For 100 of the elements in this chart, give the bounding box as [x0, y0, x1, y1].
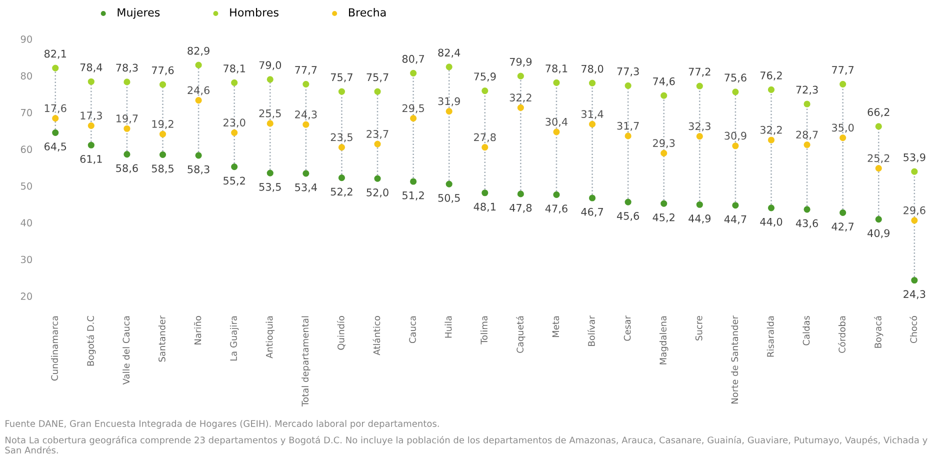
- point: [231, 129, 238, 136]
- data-label: 77,6: [152, 66, 174, 76]
- annotation: 19,2: [152, 120, 174, 129]
- point: [768, 136, 775, 144]
- point: [446, 180, 452, 188]
- data-label: 61,1: [80, 155, 102, 164]
- point: [840, 80, 846, 88]
- x-tick-label: Risaralda: [766, 316, 774, 357]
- x-tick-label: Huila: [444, 316, 452, 338]
- data-label: 82,1: [44, 50, 66, 59]
- data-label: 40,9: [868, 229, 890, 238]
- point: [840, 209, 846, 216]
- point: [88, 122, 94, 129]
- point: [588, 120, 596, 128]
- point: [732, 202, 739, 209]
- annotation: 23,0: [224, 118, 246, 128]
- x-tick-label: Magdalena: [659, 316, 668, 364]
- point: [88, 78, 94, 85]
- point: [804, 141, 810, 148]
- text: Nota La cobertura geográfica comprende 23 departamentos y Bogotá D.C. No incluye la población de los departamentos de Amazonas, Arauca, Casanare, Guainía, Guaviare, Putumayo, Vaupés, Vichada y San Andrés.: [5, 436, 928, 454]
- x-tick-label: Caquetá: [516, 316, 526, 353]
- annotation: 29,6: [904, 206, 926, 216]
- point: [124, 151, 130, 158]
- point: [302, 121, 310, 128]
- data-label: 58,5: [152, 164, 174, 174]
- data-label: 55,2: [224, 176, 245, 186]
- data-label: 64,5: [44, 142, 66, 152]
- data-label: 82,4: [438, 48, 460, 58]
- data-label: 47,6: [545, 204, 568, 214]
- data-label: 53,4: [295, 183, 317, 192]
- data-label: 58,6: [116, 164, 138, 174]
- legend-label: Brecha: [349, 8, 386, 17]
- annotation: 29,3: [653, 139, 675, 148]
- point: [482, 87, 488, 94]
- point: [195, 97, 202, 104]
- point: [446, 108, 452, 115]
- point: [266, 120, 274, 127]
- source-note: Fuente DANE, Gran Encuesta Integrada de Hogares (GEIH). Mercado laboral por departamentos.: [6, 420, 439, 429]
- point: [768, 204, 775, 212]
- data-label: 43,6: [796, 219, 818, 228]
- point: [911, 168, 918, 175]
- x-tick-label: Total departamental: [302, 316, 310, 406]
- data-label: 77,7: [295, 66, 317, 75]
- annotation: 31,4: [581, 110, 604, 120]
- data-label: 78,1: [224, 64, 245, 74]
- data-label: 44,9: [688, 214, 711, 224]
- point: [266, 76, 274, 83]
- point: [553, 128, 560, 136]
- point: [588, 194, 596, 202]
- annotation: 32,2: [760, 126, 782, 135]
- point: [660, 200, 668, 207]
- x-tick-label: Norte de Santander: [731, 316, 738, 404]
- legend-label: Hombres: [230, 8, 278, 17]
- point: [410, 178, 417, 185]
- x-tick-label: Nariño: [194, 316, 202, 344]
- point: [696, 133, 703, 140]
- annotation: 35,0: [832, 124, 854, 133]
- point: [266, 170, 274, 176]
- point: [195, 62, 202, 68]
- data-label: 77,7: [832, 66, 854, 75]
- y-tick-label: 70: [21, 108, 32, 116]
- point: [159, 151, 166, 158]
- data-label: 50,5: [438, 194, 460, 203]
- point: [231, 79, 238, 86]
- x-tick-label: Atlántico: [372, 316, 380, 356]
- point: [338, 144, 346, 151]
- x-tick-label: Antioquia: [266, 316, 275, 358]
- point: [696, 201, 703, 208]
- x-tick-label: Meta: [552, 316, 560, 338]
- data-label: 78,4: [80, 63, 102, 72]
- point: [159, 81, 166, 88]
- annotation: 28,7: [796, 130, 818, 140]
- x-tick-label: Córdoba: [838, 316, 846, 353]
- annotation: 30,4: [546, 118, 568, 127]
- point: [124, 78, 130, 86]
- data-label: 51,2: [402, 191, 424, 200]
- data-label: 78,3: [116, 64, 138, 73]
- annotation: 27,8: [474, 133, 496, 142]
- data-label: 75,9: [474, 72, 496, 82]
- x-tick-label: Tolima: [480, 316, 488, 344]
- point: [52, 129, 59, 136]
- annotation: 24,3: [295, 110, 317, 120]
- point: [374, 88, 381, 95]
- data-label: 44,0: [760, 218, 782, 227]
- x-tick-label: Cesar: [624, 316, 631, 341]
- data-label: 77,2: [688, 68, 710, 77]
- data-label: 75,7: [330, 73, 352, 82]
- x-tick-label: Bogotá D.C: [86, 316, 96, 366]
- x-tick-label: Bolívar: [588, 316, 595, 346]
- annotation: 32,3: [688, 122, 710, 132]
- x-tick-label: Caldas: [802, 316, 810, 346]
- point: [159, 130, 166, 138]
- data-label: 77,3: [617, 67, 639, 76]
- data-label: 46,7: [581, 208, 603, 217]
- point: [338, 88, 346, 95]
- point: [768, 86, 775, 93]
- x-tick-label: Boyacá: [874, 316, 884, 348]
- x-tick-label: Cundinamarca: [51, 316, 58, 381]
- y-tick-label: 80: [20, 72, 32, 80]
- point: [88, 142, 94, 148]
